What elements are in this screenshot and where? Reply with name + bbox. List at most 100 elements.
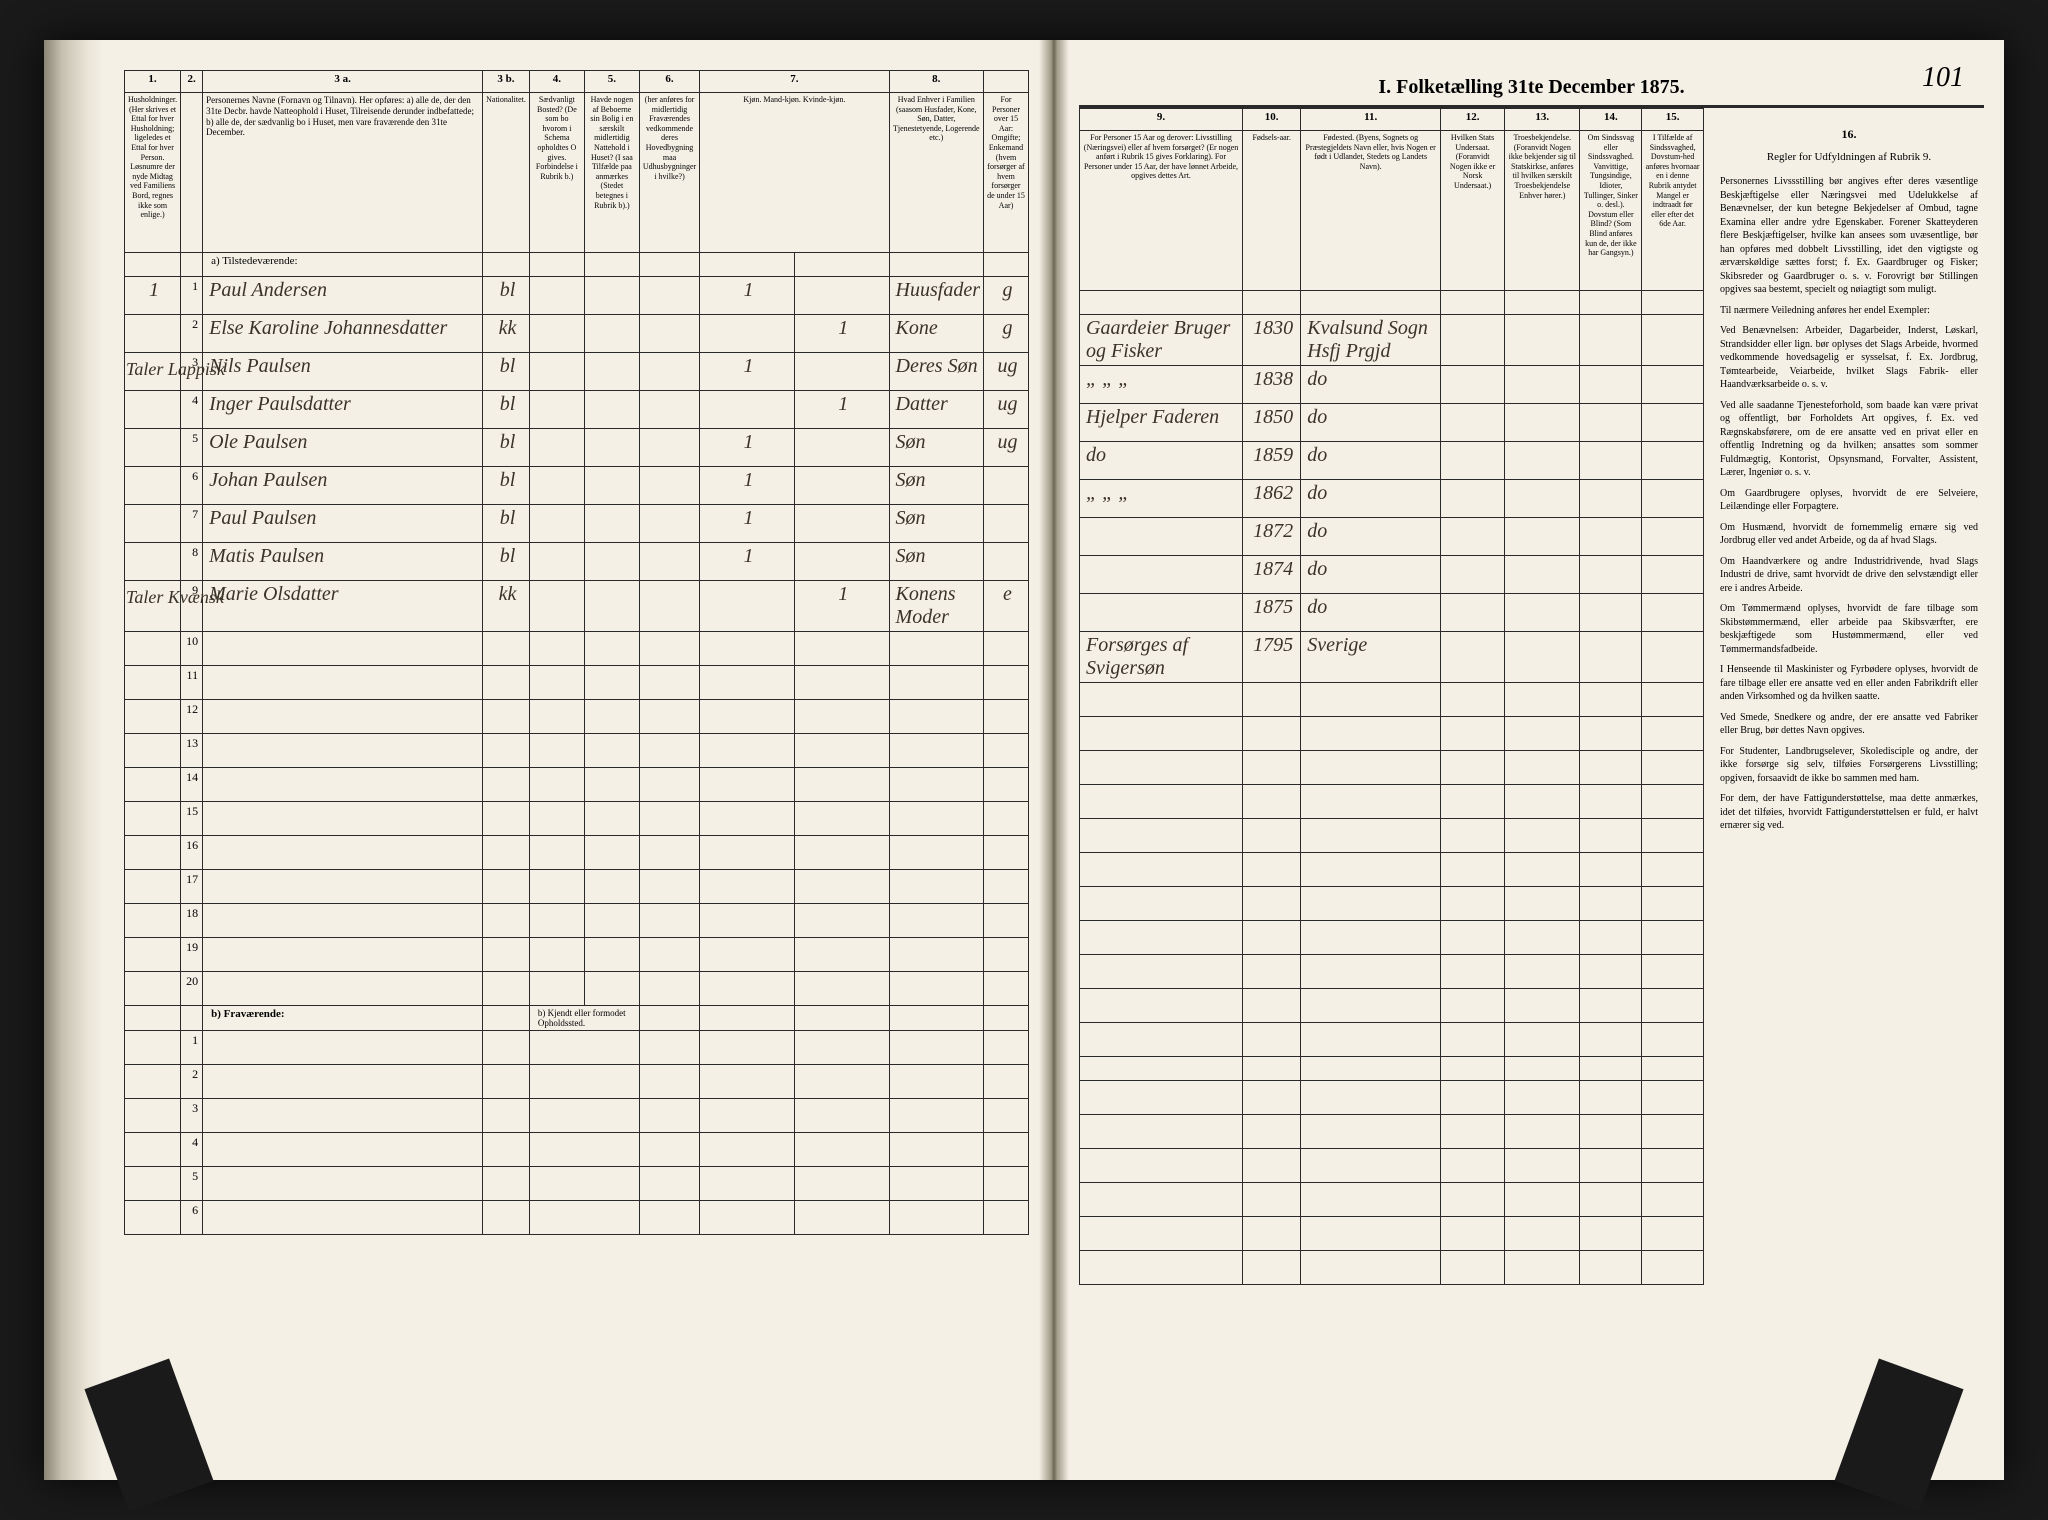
table-row: 17	[125, 870, 1029, 904]
cell-rownum: 18	[181, 904, 203, 938]
cell-name: Paul Paulsen	[203, 505, 483, 543]
table-row: „ „ „1862do	[1080, 480, 1704, 518]
table-row: 4	[125, 1133, 1029, 1167]
table-row: Forsørges af Svigersøn1795Sverige	[1080, 632, 1704, 683]
col-14-num: 14.	[1580, 109, 1642, 131]
col-5-num: 5.	[584, 71, 639, 93]
cell-male	[700, 391, 795, 429]
cell-c13	[1505, 315, 1580, 366]
table-row	[1080, 1149, 1704, 1183]
cell-rownum: 8	[181, 543, 203, 581]
cell-rownum: 7	[181, 505, 203, 543]
cell-c13	[1505, 594, 1580, 632]
table-row	[1080, 1081, 1704, 1115]
cell-c5	[584, 277, 639, 315]
rules-paragraph: Om Husmænd, hvorvidt de fornemmelig ernæ…	[1720, 521, 1978, 548]
col-number-row: 1. 2. 3 a. 3 b. 4. 5. 6. 7. 8.	[125, 71, 1029, 93]
col-4-head: Sædvanligt Bosted? (De som bo hvorom i S…	[529, 93, 584, 253]
col-15-num: 15.	[1642, 109, 1704, 131]
cell-year: 1859	[1243, 442, 1301, 480]
book-spine	[1039, 40, 1069, 1480]
cell-c13	[1505, 480, 1580, 518]
table-row	[1080, 853, 1704, 887]
col-1-num: 1.	[125, 71, 181, 93]
cell-nat: kk	[483, 315, 530, 353]
col-7-num: 7.	[700, 71, 889, 93]
cell-place: do	[1301, 518, 1441, 556]
cell-c6	[639, 277, 699, 315]
right-page: I. Folketælling 31te December 1875. 101 …	[1069, 40, 2004, 1480]
col-10-num: 10.	[1243, 109, 1301, 131]
cell-year: 1838	[1243, 366, 1301, 404]
cell-status	[984, 543, 1029, 581]
col-4-num: 4.	[529, 71, 584, 93]
col-8b-head: For Personer over 15 Aar: Omgifte; Enkem…	[984, 93, 1029, 253]
cell-female: 1	[794, 581, 889, 632]
cell-c15	[1642, 556, 1704, 594]
rules-paragraph: Ved alle saadanne Tjenesteforhold, som b…	[1720, 399, 1978, 480]
cell-c4	[529, 581, 584, 632]
cell-c14	[1580, 518, 1642, 556]
cell-household	[125, 543, 181, 581]
table-row	[1080, 921, 1704, 955]
cell-status: g	[984, 277, 1029, 315]
table-row: 1874do	[1080, 556, 1704, 594]
cell-male: 1	[700, 353, 795, 391]
cell-c13	[1505, 404, 1580, 442]
cell-status: ug	[984, 353, 1029, 391]
col-10-head: Fødsels-aar.	[1243, 131, 1301, 291]
table-row: 12	[125, 700, 1029, 734]
table-row	[1080, 1217, 1704, 1251]
cell-name: Else Karoline Johannesdatter	[203, 315, 483, 353]
col-header-row: Husholdninger. (Her skrives et Ettal for…	[125, 93, 1029, 253]
table-row: 15	[125, 802, 1029, 836]
cell-name: Johan Paulsen	[203, 467, 483, 505]
cell-year: 1862	[1243, 480, 1301, 518]
cell-c14	[1580, 442, 1642, 480]
cell-occupation	[1080, 594, 1243, 632]
rules-paragraph: For dem, der have Fattigunderstøttelse, …	[1720, 792, 1978, 833]
cell-c6	[639, 315, 699, 353]
col-2-head	[181, 93, 203, 253]
cell-rownum: 17	[181, 870, 203, 904]
cell-occupation: „ „ „	[1080, 366, 1243, 404]
cell-female	[794, 505, 889, 543]
cell-c4	[529, 315, 584, 353]
col-number-row-r: 9. 10. 11. 12. 13. 14. 15.	[1080, 109, 1704, 131]
cell-relation: Datter	[889, 391, 983, 429]
cell-rownum: 6	[181, 467, 203, 505]
cell-place: do	[1301, 442, 1441, 480]
cell-male	[700, 315, 795, 353]
cell-c6	[639, 429, 699, 467]
cell-occupation	[1080, 556, 1243, 594]
cell-occupation: do	[1080, 442, 1243, 480]
cell-c13	[1505, 518, 1580, 556]
table-row: 1	[125, 1031, 1029, 1065]
cell-c5	[584, 543, 639, 581]
table-row: 9Marie Olsdatterkk1Konens Modere	[125, 581, 1029, 632]
cell-c6	[639, 353, 699, 391]
cell-c4	[529, 391, 584, 429]
col-3a-num: 3 a.	[203, 71, 483, 93]
cell-rownum: 13	[181, 734, 203, 768]
cell-rownum: 2	[181, 315, 203, 353]
cell-nat: bl	[483, 429, 530, 467]
cell-c14	[1580, 556, 1642, 594]
col-header-row-r: For Personer 15 Aar og derover: Livsstil…	[1080, 131, 1704, 291]
document-title: I. Folketælling 31te December 1875.	[1079, 70, 1984, 108]
table-row: „ „ „1838do	[1080, 366, 1704, 404]
table-row: 13	[125, 734, 1029, 768]
cell-year: 1850	[1243, 404, 1301, 442]
cell-rownum: 15	[181, 802, 203, 836]
cell-c14	[1580, 632, 1642, 683]
section-b-header-r	[1080, 1057, 1704, 1081]
cell-male: 1	[700, 277, 795, 315]
cell-male: 1	[700, 467, 795, 505]
rules-title: Regler for Udfyldningen af Rubrik 9.	[1720, 150, 1978, 165]
cell-female: 1	[794, 391, 889, 429]
cell-year: 1830	[1243, 315, 1301, 366]
cell-status	[984, 467, 1029, 505]
cell-c13	[1505, 442, 1580, 480]
table-row: 6	[125, 1201, 1029, 1235]
cell-c4	[529, 505, 584, 543]
